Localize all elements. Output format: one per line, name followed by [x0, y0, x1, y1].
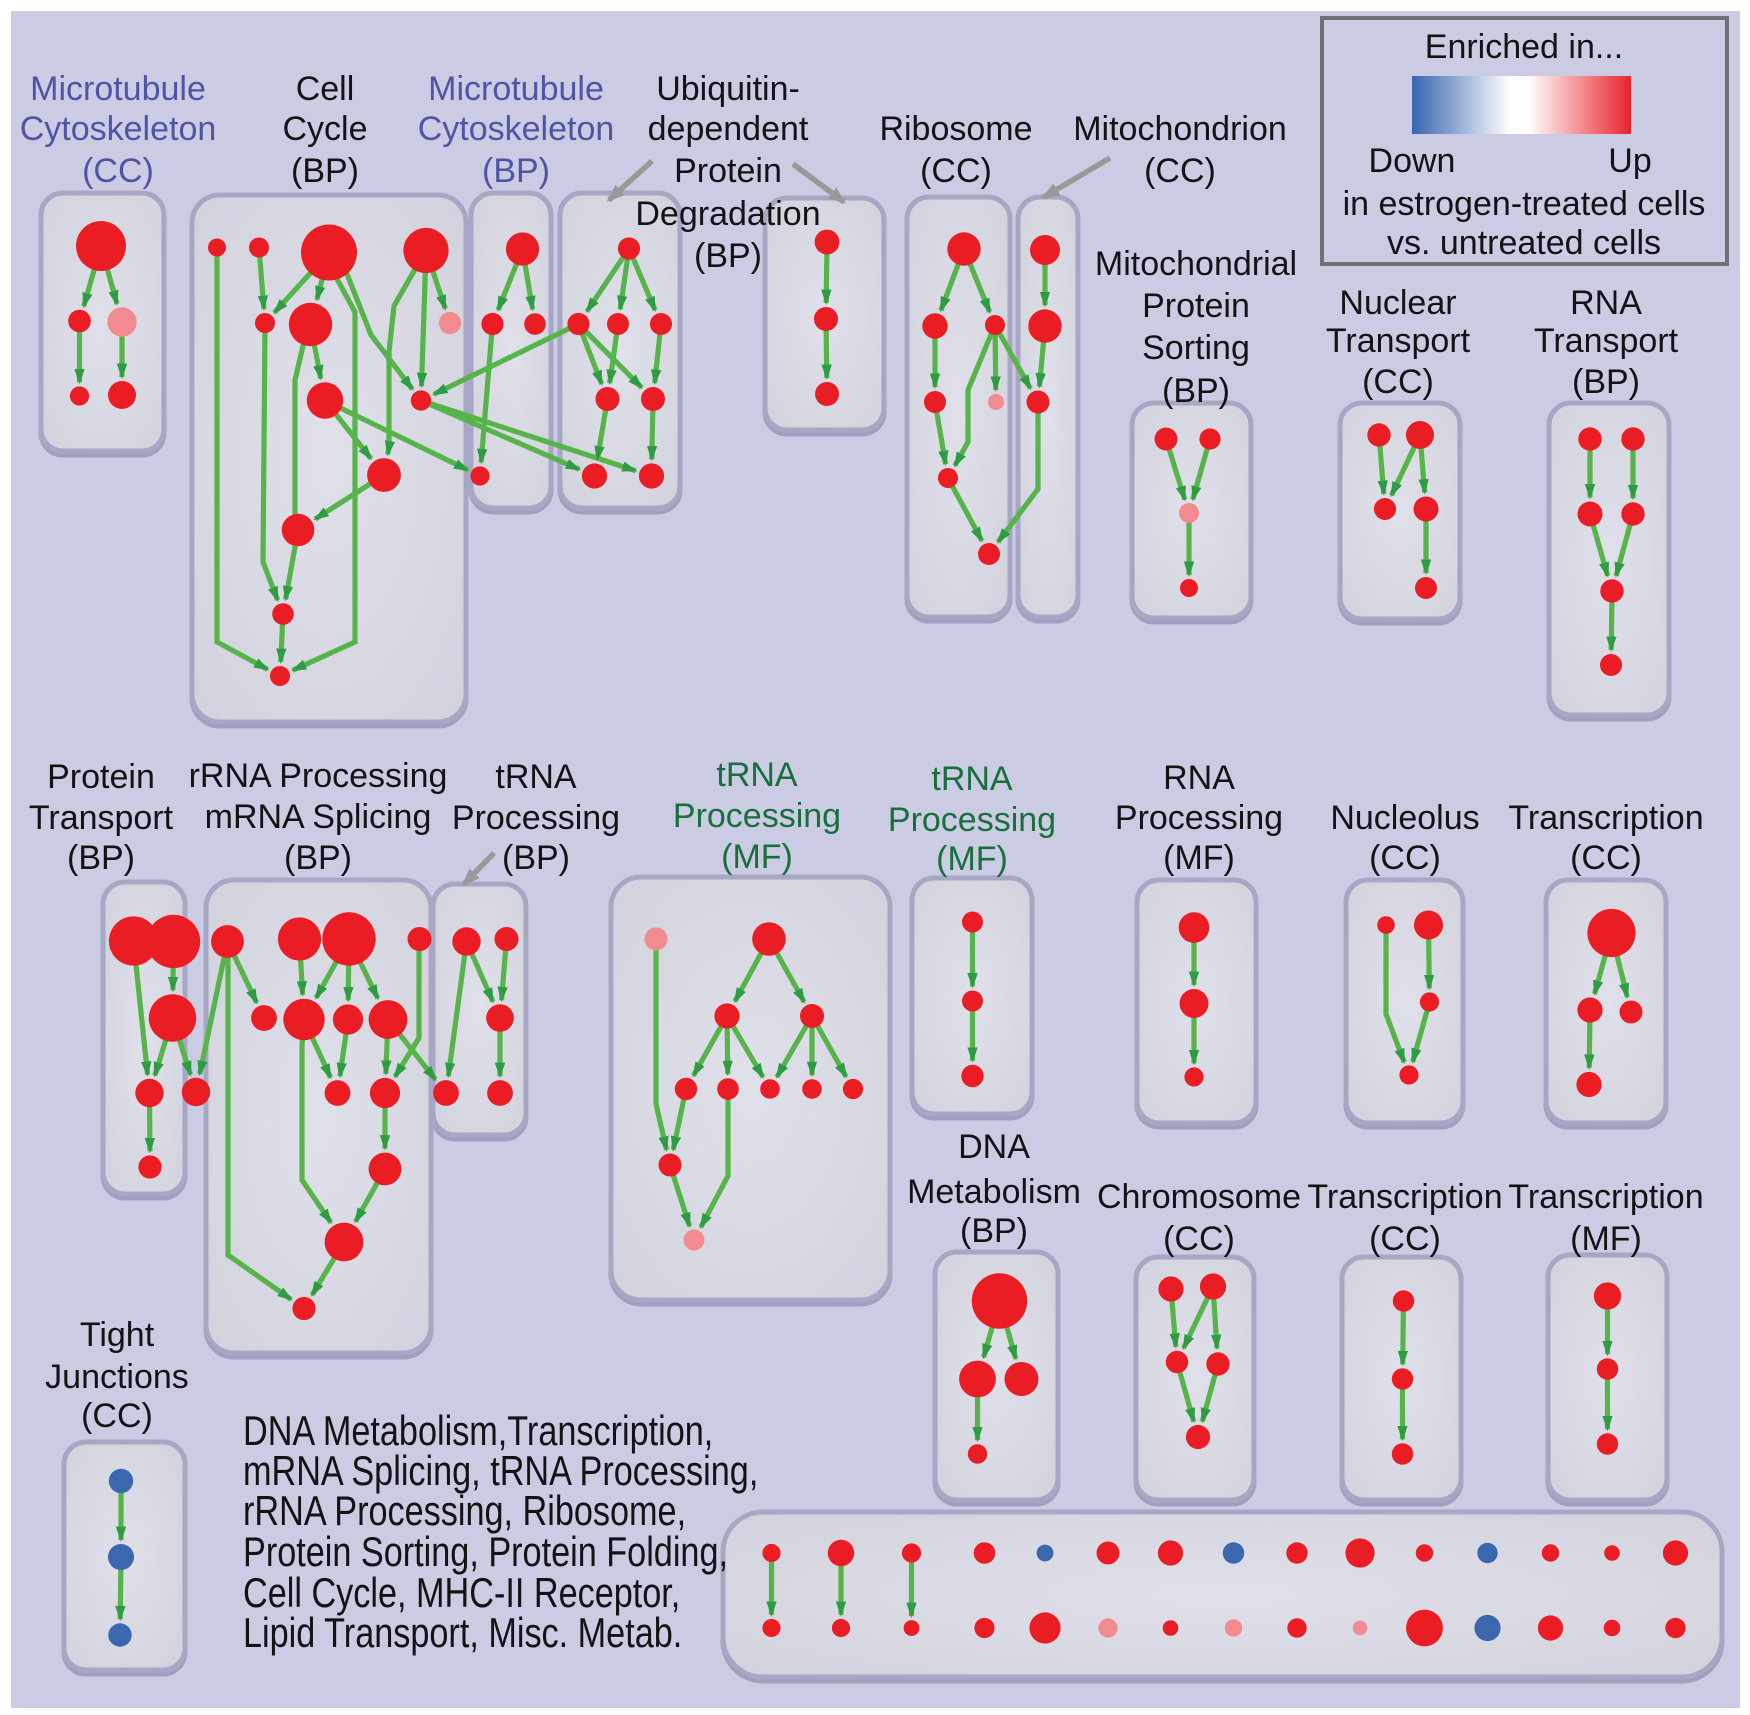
svg-text:Down: Down: [1369, 142, 1456, 180]
svg-text:tRNA: tRNA: [931, 760, 1013, 798]
svg-text:Processing: Processing: [673, 797, 841, 835]
svg-text:RNA: RNA: [1163, 759, 1235, 797]
svg-text:(MF): (MF): [1163, 839, 1235, 877]
svg-text:in estrogen-treated cells: in estrogen-treated cells: [1343, 185, 1706, 223]
svg-text:(BP): (BP): [482, 152, 550, 190]
svg-text:Degradation: Degradation: [635, 195, 820, 233]
svg-text:(BP): (BP): [284, 839, 352, 877]
svg-text:(CC): (CC): [1163, 1220, 1235, 1258]
svg-text:(BP): (BP): [67, 839, 135, 877]
svg-text:Tight: Tight: [80, 1316, 155, 1354]
svg-text:(BP): (BP): [1162, 372, 1230, 410]
svg-text:DNA: DNA: [958, 1128, 1030, 1166]
svg-text:rRNA Processing: rRNA Processing: [189, 757, 448, 795]
svg-text:Mitochondrion: Mitochondrion: [1073, 110, 1287, 148]
svg-text:Processing: Processing: [888, 801, 1056, 839]
svg-text:Chromosome: Chromosome: [1097, 1178, 1301, 1216]
svg-text:(CC): (CC): [1369, 839, 1441, 877]
svg-text:RNA: RNA: [1570, 284, 1642, 322]
svg-text:(CC): (CC): [1570, 839, 1642, 877]
svg-text:(BP): (BP): [960, 1212, 1028, 1250]
svg-text:Protein: Protein: [674, 152, 782, 190]
svg-text:mRNA Splicing: mRNA Splicing: [205, 798, 432, 836]
svg-text:Processing: Processing: [452, 799, 620, 837]
svg-text:DNA Metabolism,Transcription,: DNA Metabolism,Transcription,: [243, 1408, 713, 1455]
svg-text:(BP): (BP): [1572, 363, 1640, 401]
svg-text:Cytoskeleton: Cytoskeleton: [20, 110, 217, 148]
svg-text:(CC): (CC): [920, 152, 992, 190]
svg-text:(BP): (BP): [502, 839, 570, 877]
svg-text:tRNA: tRNA: [716, 756, 798, 794]
svg-text:Transcription: Transcription: [1508, 799, 1703, 837]
svg-text:Transport: Transport: [29, 799, 174, 837]
svg-text:(CC): (CC): [82, 152, 154, 190]
svg-text:mRNA Splicing, tRNA Processing: mRNA Splicing, tRNA Processing,: [243, 1448, 758, 1495]
svg-text:(MF): (MF): [1570, 1220, 1642, 1258]
svg-text:dependent: dependent: [648, 110, 809, 148]
svg-text:Metabolism: Metabolism: [907, 1173, 1081, 1211]
svg-text:Nuclear: Nuclear: [1339, 284, 1456, 322]
svg-text:(CC): (CC): [1362, 363, 1434, 401]
svg-text:Protein Sorting, Protein Foldi: Protein Sorting, Protein Folding,: [243, 1529, 728, 1576]
svg-text:Transcription: Transcription: [1508, 1178, 1703, 1216]
svg-text:Enriched in...: Enriched in...: [1425, 28, 1623, 66]
svg-text:Lipid Transport, Misc. Metab.: Lipid Transport, Misc. Metab.: [243, 1610, 682, 1657]
svg-text:Cell Cycle, MHC-II Receptor,: Cell Cycle, MHC-II Receptor,: [243, 1570, 680, 1617]
svg-text:Mitochondrial: Mitochondrial: [1095, 245, 1297, 283]
svg-text:(CC): (CC): [81, 1397, 153, 1435]
svg-text:Up: Up: [1608, 142, 1651, 180]
svg-text:(MF): (MF): [936, 840, 1008, 878]
svg-text:Ribosome: Ribosome: [879, 110, 1032, 148]
svg-text:Microtubule: Microtubule: [428, 70, 604, 108]
svg-text:(BP): (BP): [694, 237, 762, 275]
svg-text:Cycle: Cycle: [282, 110, 367, 148]
svg-text:Nucleolus: Nucleolus: [1330, 799, 1479, 837]
svg-text:Transcription: Transcription: [1307, 1178, 1502, 1216]
svg-text:rRNA Processing, Ribosome,: rRNA Processing, Ribosome,: [243, 1488, 686, 1535]
svg-text:(CC): (CC): [1144, 152, 1216, 190]
svg-text:Protein: Protein: [1142, 287, 1250, 325]
svg-text:(CC): (CC): [1369, 1220, 1441, 1258]
svg-text:(BP): (BP): [291, 152, 359, 190]
svg-text:Junctions: Junctions: [45, 1358, 189, 1396]
svg-text:Sorting: Sorting: [1142, 329, 1250, 367]
svg-text:Cytoskeleton: Cytoskeleton: [418, 110, 615, 148]
svg-text:Microtubule: Microtubule: [30, 70, 206, 108]
svg-text:tRNA: tRNA: [495, 758, 577, 796]
svg-text:Processing: Processing: [1115, 799, 1283, 837]
svg-text:(MF): (MF): [721, 838, 793, 876]
svg-text:Cell: Cell: [296, 70, 355, 108]
svg-text:Ubiquitin-: Ubiquitin-: [656, 70, 800, 108]
svg-text:Protein: Protein: [47, 758, 155, 796]
svg-text:Transport: Transport: [1326, 322, 1471, 360]
svg-text:vs. untreated cells: vs. untreated cells: [1387, 224, 1661, 262]
svg-text:Transport: Transport: [1534, 322, 1679, 360]
